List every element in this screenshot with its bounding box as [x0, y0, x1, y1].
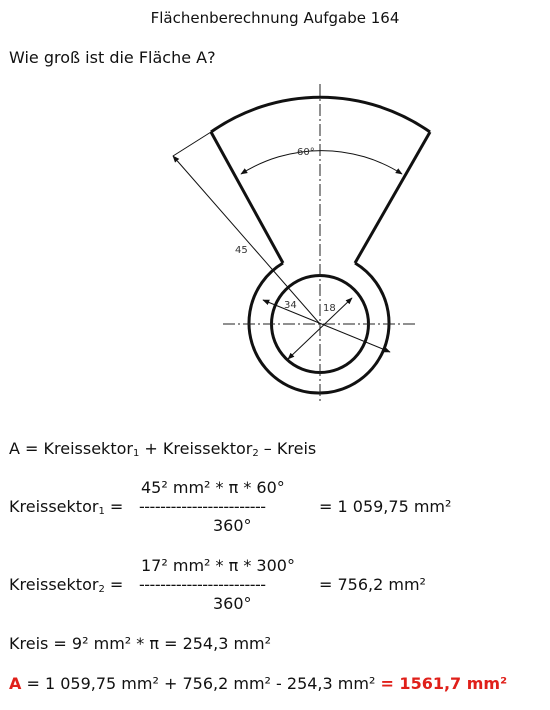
page-title: Flächenberechnung Aufgabe 164 [150, 9, 400, 27]
dim-45-label: 45 [235, 245, 248, 256]
sector2-numerator: 17² mm² * π * 300° [141, 556, 295, 575]
center-lines [223, 84, 418, 404]
formula-line: A = Kreissektor1 + Kreissektor2 – Kreis [9, 439, 317, 459]
sector1-calculation: 45² mm² * π * 60° Kreissektor1 = -------… [9, 478, 469, 548]
sector2-calculation: 17² mm² * π * 300° Kreissektor2 = ------… [9, 556, 469, 626]
sector1-fraction-bar: ------------------------ [139, 497, 266, 516]
extension-line [172, 131, 212, 157]
sector1-denominator: 360° [213, 516, 252, 535]
sector2-label: Kreissektor2 = [9, 575, 124, 595]
radius-45-line [172, 155, 321, 325]
sector1-result: = 1 059,75 mm² [319, 497, 452, 516]
diameter-18-line [287, 297, 353, 360]
final-label: A [9, 674, 22, 693]
angle-dimension-arc [240, 150, 403, 175]
question-text: Wie groß ist die Fläche A? [9, 48, 216, 67]
sector2-fraction-bar: ------------------------ [139, 575, 266, 594]
sector2-result: = 756,2 mm² [319, 575, 426, 594]
technical-drawing: 60° 45 34 18 [172, 84, 432, 404]
final-result: = 1561,7 mm² [380, 674, 508, 693]
sector1-label: Kreissektor1 = [9, 497, 124, 517]
angle-label: 60° [297, 147, 315, 158]
final-expression: = 1 059,75 mm² + 756,2 mm² - 254,3 mm² [21, 674, 381, 693]
dim-34-label: 34 [284, 300, 297, 311]
dim-18-label: 18 [323, 303, 336, 314]
sector2-denominator: 360° [213, 594, 252, 613]
sector1-numerator: 45² mm² * π * 60° [141, 478, 285, 497]
circle-calculation: Kreis = 9² mm² * π = 254,3 mm² [9, 634, 272, 653]
final-result-line: A = 1 059,75 mm² + 756,2 mm² - 254,3 mm²… [9, 674, 507, 693]
